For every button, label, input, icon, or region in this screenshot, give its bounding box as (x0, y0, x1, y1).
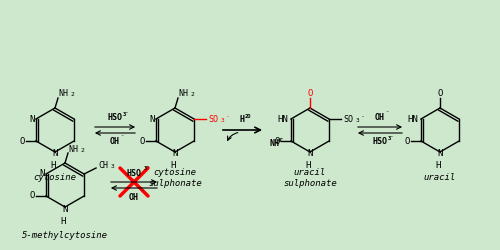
Text: H: H (436, 162, 440, 170)
Text: N: N (438, 150, 442, 158)
Text: 3: 3 (111, 164, 115, 170)
Text: NH: NH (270, 140, 280, 148)
Text: 2: 2 (80, 148, 84, 152)
Text: O: O (30, 192, 35, 200)
Text: 3: 3 (221, 118, 225, 122)
Text: -: - (226, 114, 230, 119)
Text: 4⁺: 4⁺ (278, 138, 284, 142)
Text: uracil
sulphonate: uracil sulphonate (283, 168, 337, 188)
Text: O: O (20, 136, 24, 145)
Text: NH: NH (178, 90, 188, 98)
Text: HSO: HSO (108, 114, 122, 122)
Text: SO: SO (208, 114, 218, 124)
Text: SO: SO (343, 114, 353, 124)
Text: CH: CH (98, 162, 108, 170)
Text: NH: NH (68, 144, 78, 154)
Text: O: O (140, 136, 144, 145)
Text: cytosine
sulphonate: cytosine sulphonate (148, 168, 202, 188)
Text: N: N (30, 114, 35, 124)
Text: ⁻: ⁻ (120, 136, 124, 140)
Text: 3⁻: 3⁻ (122, 112, 129, 116)
Text: -: - (361, 114, 365, 119)
Text: N: N (40, 170, 44, 178)
Text: H: H (170, 162, 175, 170)
Text: O: O (404, 136, 409, 145)
Text: cytosine: cytosine (34, 174, 76, 182)
Text: H: H (60, 216, 66, 226)
Text: 3: 3 (356, 118, 360, 122)
Text: H: H (240, 116, 245, 124)
Text: N: N (62, 204, 68, 214)
Text: H: H (50, 162, 56, 170)
Text: N: N (308, 150, 312, 158)
Text: uracil: uracil (424, 174, 456, 182)
Text: N: N (150, 114, 154, 124)
Text: HN: HN (408, 114, 418, 124)
Text: H: H (306, 162, 310, 170)
Text: 3⁻: 3⁻ (387, 136, 394, 140)
Text: ⁻: ⁻ (140, 190, 143, 196)
Text: O: O (308, 90, 312, 98)
Text: OH: OH (375, 114, 385, 122)
Text: 2: 2 (70, 92, 74, 98)
Text: OH: OH (129, 192, 139, 202)
Text: NH: NH (58, 90, 68, 98)
Text: ⁻: ⁻ (386, 112, 388, 116)
Text: 2O: 2O (244, 114, 251, 118)
Text: 5-methylcytosine: 5-methylcytosine (22, 230, 108, 239)
Text: O: O (274, 136, 280, 145)
Text: HSO: HSO (126, 168, 142, 177)
Text: 2: 2 (190, 92, 194, 98)
Text: O: O (438, 90, 442, 98)
Text: HN: HN (278, 114, 288, 124)
Text: N: N (52, 150, 58, 158)
Text: 3⁻: 3⁻ (144, 166, 150, 172)
Text: OH: OH (110, 138, 120, 146)
Text: HSO: HSO (372, 138, 388, 146)
Text: N: N (172, 150, 178, 158)
